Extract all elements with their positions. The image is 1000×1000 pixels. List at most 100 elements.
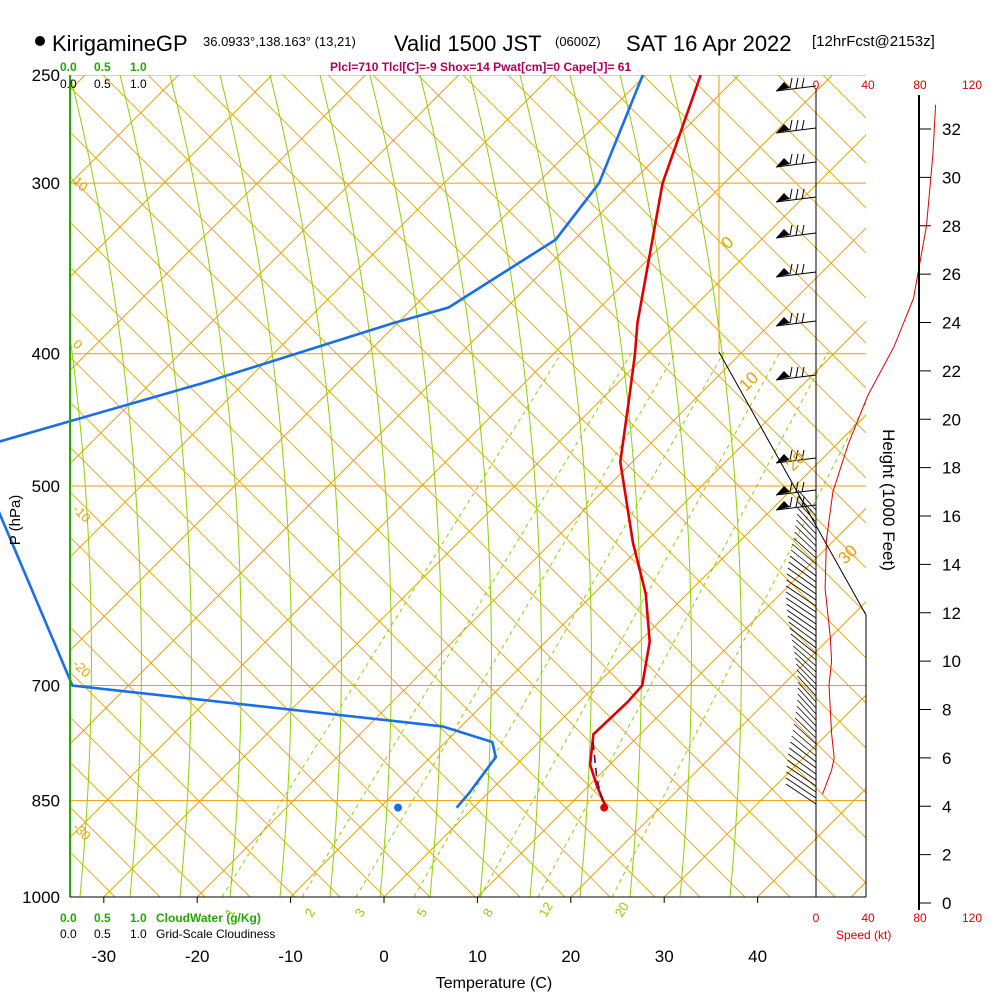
wind-barb — [786, 573, 817, 595]
wind-barb — [785, 783, 817, 805]
wind-barb — [797, 675, 817, 697]
dry-adiabat-line — [147, 75, 866, 794]
moist-adiabat-line — [469, 75, 542, 897]
parcel-path-line — [592, 741, 605, 808]
speed-tick-label: 120 — [962, 911, 982, 925]
moist-adiabat-line — [119, 75, 192, 897]
wind-barb — [790, 633, 817, 655]
wind-barb — [797, 501, 817, 523]
wind-barb — [796, 669, 817, 691]
wind-barb — [797, 687, 817, 709]
speed-tick-label: 80 — [913, 911, 927, 925]
dry-adiabat-line — [70, 626, 341, 897]
height-tick-label: 26 — [942, 265, 961, 284]
wind-barb — [797, 693, 817, 715]
wind-barb — [789, 627, 817, 649]
wind-barb — [792, 645, 817, 667]
moist-adiabat-line — [169, 75, 242, 897]
height-tick-label: 24 — [942, 314, 961, 333]
dry-adiabat-line — [70, 491, 476, 897]
wind-barb — [775, 196, 817, 203]
wind-barb-feather — [789, 224, 793, 236]
mixing-ratio-line — [537, 351, 829, 897]
cloudiness-scale-label: 1.0 — [130, 927, 147, 941]
moist-adiabat-line — [70, 333, 92, 897]
pressure-axis-title: P (hPa) — [7, 495, 24, 546]
dry-adiabat-line — [732, 75, 866, 209]
wind-barb — [795, 657, 817, 679]
wind-barb — [785, 591, 817, 613]
dry-adiabat-line — [70, 221, 746, 897]
wind-barb — [786, 603, 817, 625]
mixing-ratio-line — [221, 351, 563, 897]
speed-tick-label: 80 — [913, 78, 927, 92]
wind-barb — [794, 717, 817, 739]
wind-barb-feather — [789, 496, 793, 508]
wind-barb — [788, 561, 817, 583]
wind-barb-feather — [795, 496, 799, 508]
dry-adiabat-line — [102, 75, 866, 839]
dry-adiabat-line — [70, 401, 566, 897]
wind-barb — [775, 489, 817, 496]
dry-adiabat-line — [70, 86, 866, 884]
wind-barb-feather — [801, 481, 805, 493]
wind-barb-feather — [795, 263, 799, 275]
temperature-tick-label: 30 — [655, 947, 674, 966]
wind-barb — [786, 765, 817, 787]
stability-indices: Plcl=710 Tlcl[C]=-9 Shox=14 Pwat[cm]=0 C… — [330, 60, 631, 74]
wind-barb — [797, 699, 817, 721]
height-tick-label: 32 — [942, 120, 961, 139]
wind-barb — [796, 705, 817, 727]
valid-time: Valid 1500 JST — [394, 31, 542, 56]
zulu-time: (0600Z) — [555, 34, 601, 49]
mixing-ratio-label: 20 — [612, 899, 632, 919]
mixing-ratio-line — [413, 351, 725, 897]
wind-barb — [775, 374, 817, 381]
moist-adiabat-line — [569, 75, 642, 897]
wind-barb — [775, 271, 817, 278]
dry-adiabat-line — [552, 75, 866, 389]
wind-barb-flag — [776, 158, 790, 167]
height-tick-label: 8 — [942, 701, 951, 720]
wind-barb-feather — [801, 188, 805, 200]
isotherm-line — [663, 694, 866, 897]
right-boundary-line — [718, 351, 867, 897]
isotherm-line — [70, 75, 460, 465]
height-tick-label: 20 — [942, 410, 961, 429]
moist-adiabat-line — [519, 75, 592, 897]
wind-barb — [785, 585, 817, 607]
speed-tick-label: 0 — [813, 911, 820, 925]
dewpoint-profile-line — [0, 74, 645, 809]
temperature-profile-line — [588, 74, 702, 809]
height-tick-label: 28 — [942, 217, 961, 236]
wind-barb — [793, 723, 817, 745]
cloudiness-label: Grid-Scale Cloudiness — [156, 927, 275, 941]
wind-barb-feather — [789, 263, 793, 275]
wind-barb — [775, 320, 817, 327]
height-tick-label: 12 — [942, 604, 961, 623]
temperature-tick-label: 40 — [748, 947, 767, 966]
cloudwater-scale-label: 1.0 — [130, 60, 147, 74]
dry-adiabat-line — [70, 446, 521, 897]
dry-adiabat-line — [70, 356, 611, 897]
pressure-tick-label: 850 — [32, 792, 60, 811]
cloudiness-scale-label: 0.0 — [60, 77, 77, 91]
dry-adiabat-line — [507, 75, 866, 434]
wind-barb — [794, 651, 817, 673]
wind-barb-feather — [789, 449, 793, 461]
mixing-ratio-line — [355, 351, 677, 897]
dry-adiabat-line — [70, 536, 431, 897]
forecast-run: [12hrFcst@2153z] — [812, 33, 935, 50]
moist-adiabat-line — [319, 75, 392, 897]
wind-barb-flag — [776, 371, 790, 380]
wind-barb — [790, 549, 817, 571]
wind-barb — [795, 525, 817, 547]
temperature-tick-label: 10 — [468, 947, 487, 966]
wind-barb — [795, 711, 817, 733]
moist-adiabat-line — [669, 75, 742, 897]
wind-barb-flag — [776, 229, 790, 238]
speed-tick-label: 40 — [861, 911, 875, 925]
wind-barb-flag — [776, 124, 790, 133]
wind-barb — [786, 609, 817, 631]
